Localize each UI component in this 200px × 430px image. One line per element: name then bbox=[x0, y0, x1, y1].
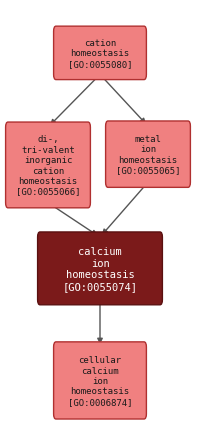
Text: di-,
tri-valent
inorganic
cation
homeostasis
[GO:0055066]: di-, tri-valent inorganic cation homeost… bbox=[16, 135, 80, 196]
Text: metal
ion
homeostasis
[GO:0055065]: metal ion homeostasis [GO:0055065] bbox=[116, 135, 180, 175]
FancyBboxPatch shape bbox=[38, 232, 162, 305]
FancyBboxPatch shape bbox=[106, 122, 190, 188]
FancyBboxPatch shape bbox=[54, 342, 146, 419]
Text: cation
homeostasis
[GO:0055080]: cation homeostasis [GO:0055080] bbox=[68, 39, 132, 69]
Text: cellular
calcium
ion
homeostasis
[GO:0006874]: cellular calcium ion homeostasis [GO:000… bbox=[68, 355, 132, 406]
FancyBboxPatch shape bbox=[54, 27, 146, 80]
Text: calcium
ion
homeostasis
[GO:0055074]: calcium ion homeostasis [GO:0055074] bbox=[62, 246, 138, 291]
FancyBboxPatch shape bbox=[6, 123, 90, 209]
